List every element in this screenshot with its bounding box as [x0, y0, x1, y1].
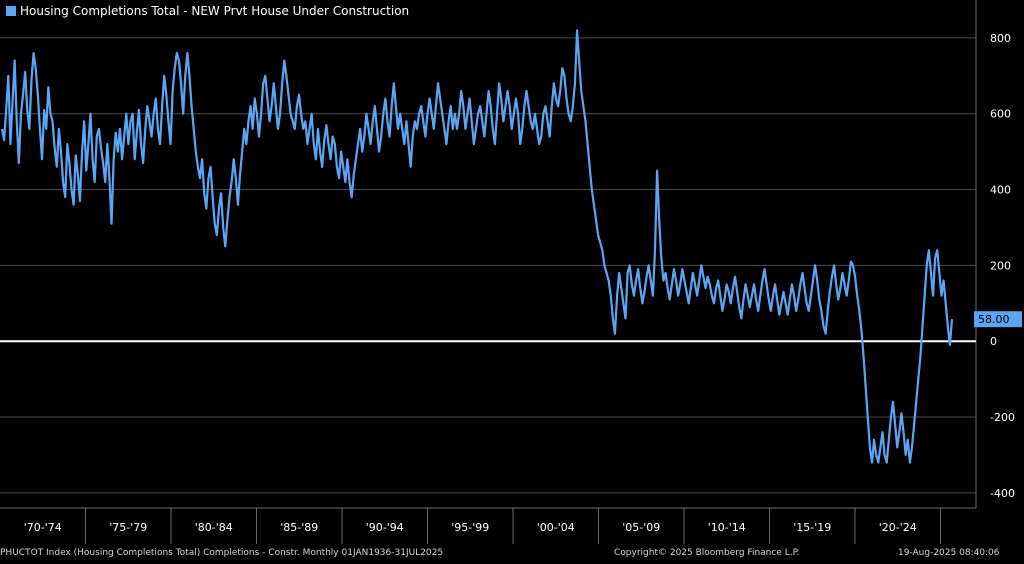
y-tick-label: 800: [990, 32, 1011, 45]
legend: Housing Completions Total - NEW Prvt Hou…: [6, 4, 409, 18]
footer-copyright: Copyright© 2025 Bloomberg Finance L.P.: [614, 548, 800, 558]
footer: PHUCTOT Index (Housing Completions Total…: [0, 546, 1024, 560]
x-tick-label: '95-'99: [451, 521, 489, 534]
label-layer: 800 600 400 200 0 -200 -400 '70-'74 '75-'79 '80-'…: [24, 32, 1022, 534]
series-line: [0, 29, 954, 464]
last-value-badge: [974, 311, 1022, 328]
x-tick-label: '85-'89: [280, 521, 318, 534]
x-tick-label: '15-'19: [793, 521, 831, 534]
y-tick-label: 0: [990, 335, 997, 348]
y-tick-label: 400: [990, 184, 1011, 197]
x-tick-label: '90-'94: [366, 521, 404, 534]
x-tick-label: '20-'24: [879, 521, 917, 534]
x-tick-label: '10-'14: [708, 521, 746, 534]
x-tick-label: '80-'84: [195, 521, 233, 534]
footer-index-label: PHUCTOT Index (Housing Completions Total…: [0, 548, 444, 558]
legend-swatch: [6, 6, 16, 16]
y-tick-label: -200: [990, 411, 1015, 424]
series-layer: [0, 29, 954, 464]
x-tick-label: '05-'09: [622, 521, 660, 534]
x-tick-label: '70-'74: [24, 521, 62, 534]
y-tick-label: 600: [990, 108, 1011, 121]
footer-timestamp: 19-Aug-2025 08:40:06: [898, 548, 1000, 558]
x-tick-label: '00-'04: [537, 521, 575, 534]
axis-layer: [0, 0, 977, 544]
last-value-label: 58.00: [978, 313, 1010, 326]
y-tick-label: -400: [990, 487, 1015, 500]
legend-label: Housing Completions Total - NEW Prvt Hou…: [20, 4, 410, 18]
x-tick-label: '75-'79: [109, 521, 147, 534]
y-tick-label: 200: [990, 259, 1011, 272]
